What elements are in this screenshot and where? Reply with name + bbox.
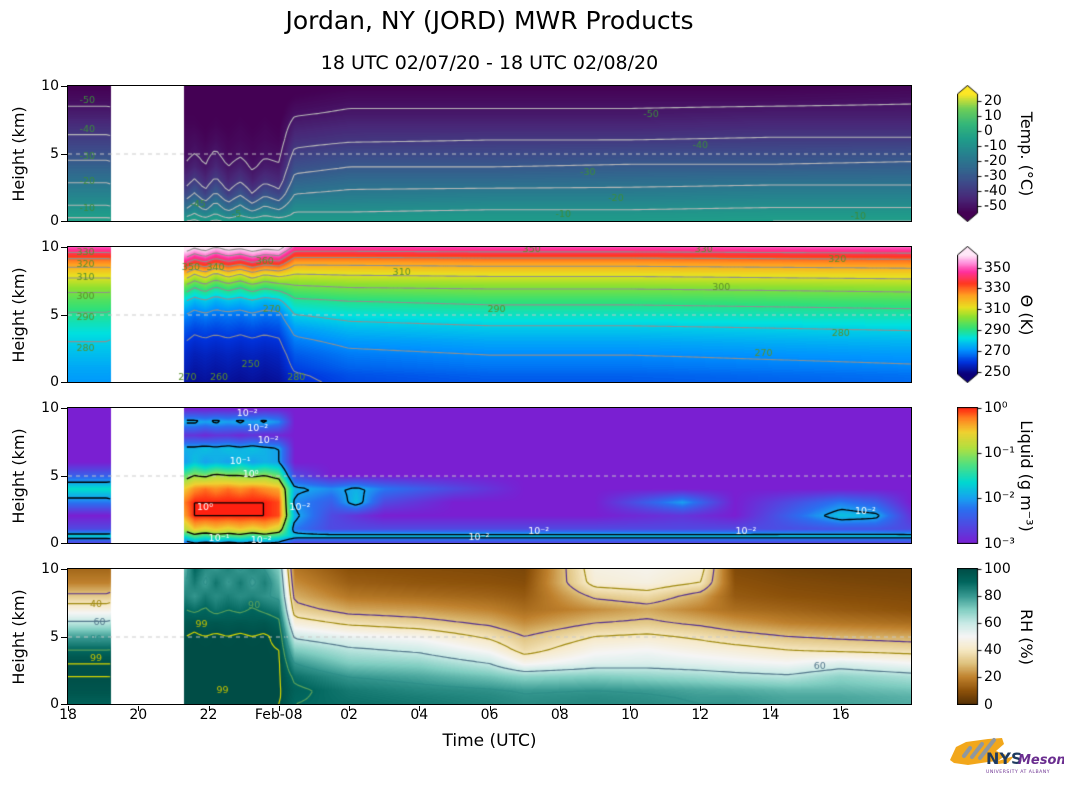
temperature-colorbar	[957, 85, 983, 222]
long-island-shape	[998, 756, 1014, 764]
theta-colorbar-label: Θ (K)	[1017, 294, 1036, 335]
colorbar-tick-label: 10⁻³	[984, 535, 1015, 552]
y-tick-mark	[61, 154, 67, 155]
x-tick-mark	[68, 706, 69, 711]
x-tick-label: 22	[199, 707, 218, 723]
y-tick-mark	[61, 637, 67, 638]
x-tick-mark	[771, 706, 772, 711]
y-tick-label: 10	[41, 239, 59, 255]
x-tick-mark	[560, 706, 561, 711]
colorbar-tick-label: 270	[984, 343, 1011, 360]
liquid-heatmap	[67, 407, 912, 544]
colorbar-tick-label: 290	[984, 322, 1011, 339]
colorbar-tick-label: 330	[984, 280, 1011, 297]
y-tick-mark	[61, 382, 67, 383]
x-tick-label: 12	[691, 707, 710, 723]
colorbar-tick-label: -30	[984, 167, 1007, 184]
y-tick-label: 0	[50, 374, 59, 390]
x-tick-mark	[279, 706, 280, 711]
y-tick-label: 10	[41, 561, 59, 577]
x-tick-label: 08	[550, 707, 569, 723]
y-tick-label: 0	[50, 213, 59, 229]
y-tick-label: 5	[50, 306, 59, 323]
x-tick-label: Feb-08	[254, 707, 303, 723]
x-tick-label: 18	[59, 707, 77, 723]
colorbar-tick-label: 10	[984, 108, 1002, 125]
logo-nys-text: NYS	[986, 749, 1023, 768]
colorbar-tick-label: 60	[984, 614, 1002, 631]
signal-bars-icon	[962, 738, 996, 760]
x-tick-mark	[630, 706, 631, 711]
x-tick-label: 14	[761, 707, 780, 723]
colorbar-tick-label: 80	[984, 587, 1002, 604]
figure-subtitle: 18 UTC 02/07/20 - 18 UTC 02/08/20	[320, 52, 659, 74]
y-tick-label: 5	[50, 628, 59, 645]
y-tick-mark	[61, 476, 67, 477]
y-tick-label: 0	[50, 696, 59, 712]
nys-mesonet-logo: NYS Mesonet UNIVERSITY AT ALBANY	[950, 738, 1064, 775]
x-tick-label: 04	[410, 707, 429, 723]
x-tick-mark	[419, 706, 420, 711]
colorbar-tick-label: 350	[984, 259, 1011, 276]
y-tick-mark	[61, 221, 67, 222]
colorbar-tick-label: -20	[984, 152, 1007, 169]
x-tick-label: 10	[621, 707, 639, 723]
y-tick-mark	[61, 247, 67, 248]
x-tick-label: 20	[129, 707, 148, 723]
colorbar-tick-label: 10⁻¹	[984, 444, 1015, 461]
colorbar-tick-label: 20	[984, 669, 1002, 686]
temperature-colorbar-label: Temp. (°C)	[1017, 111, 1036, 196]
colorbar-tick-label: -40	[984, 182, 1007, 199]
colorbar-tick-label: 20	[984, 93, 1002, 110]
rh-colorbar	[957, 568, 983, 705]
rh-colorbar-label: RH (%)	[1017, 608, 1036, 665]
x-tick-mark	[209, 706, 210, 711]
y-tick-label: 10	[41, 78, 59, 94]
y-tick-label: 10	[41, 400, 59, 416]
theta-colorbar	[957, 246, 983, 383]
colorbar-tick-label: 0	[984, 696, 993, 713]
temperature-heatmap	[67, 85, 912, 222]
colorbar-tick-label: 0	[984, 123, 993, 140]
x-tick-mark	[138, 706, 139, 711]
panel-temperature: Height (km) Temp. (°C) 0 5 10 20 10 0 -10 -20 -3…	[9, 78, 1066, 229]
x-tick-mark	[490, 706, 491, 711]
x-tick-mark	[349, 706, 350, 711]
x-tick-mark	[700, 706, 701, 711]
y-tick-label: 5	[50, 467, 59, 484]
figure-title: Jordan, NY (JORD) MWR Products	[285, 6, 694, 35]
y-tick-mark	[61, 569, 67, 570]
colorbar-tick-label: -50	[984, 197, 1007, 214]
logo-university-text: UNIVERSITY AT ALBANY	[986, 769, 1050, 775]
x-tick-label: 16	[831, 707, 850, 723]
colorbar-tick-label: 310	[984, 301, 1011, 318]
colorbar-tick-label: 250	[984, 363, 1011, 380]
liquid-colorbar-label: Liquid (g m⁻³)	[1017, 419, 1036, 532]
y-tick-label: 5	[50, 145, 59, 162]
x-tick-label: 02	[340, 707, 358, 723]
colorbar-tick-label: 100	[984, 560, 1011, 577]
rh-heatmap	[67, 568, 912, 705]
x-axis-label: Time (UTC)	[442, 731, 537, 751]
theta-heatmap	[67, 246, 912, 383]
y-tick-mark	[61, 315, 67, 316]
liquid-colorbar	[957, 407, 983, 544]
y-tick-mark	[61, 543, 67, 544]
panel-rh: Height (km) RH (%) 0 5 10 100 80 60 40 20 0	[9, 561, 1066, 713]
panel-theta: Height (km) Θ (K) 0 5 10 350 330 310 290 270 250	[9, 239, 1066, 390]
x-tick-label: 06	[480, 707, 499, 723]
panel-liquid: Height (km) Liquid (g m⁻³) 0 5 10 10⁰ 10⁻¹ 10…	[9, 400, 1066, 552]
x-tick-mark	[841, 706, 842, 711]
y-tick-mark	[61, 408, 67, 409]
y-tick-mark	[61, 704, 67, 705]
colorbar-tick-label: 10⁻²	[984, 490, 1015, 507]
colorbar-tick-label: 40	[984, 642, 1002, 659]
y-tick-mark	[61, 86, 67, 87]
colorbar-tick-label: 10⁰	[984, 399, 1008, 416]
y-tick-label: 0	[50, 535, 59, 551]
logo-mesonet-text: Mesonet	[1018, 753, 1064, 768]
colorbar-tick-label: -10	[984, 138, 1007, 155]
